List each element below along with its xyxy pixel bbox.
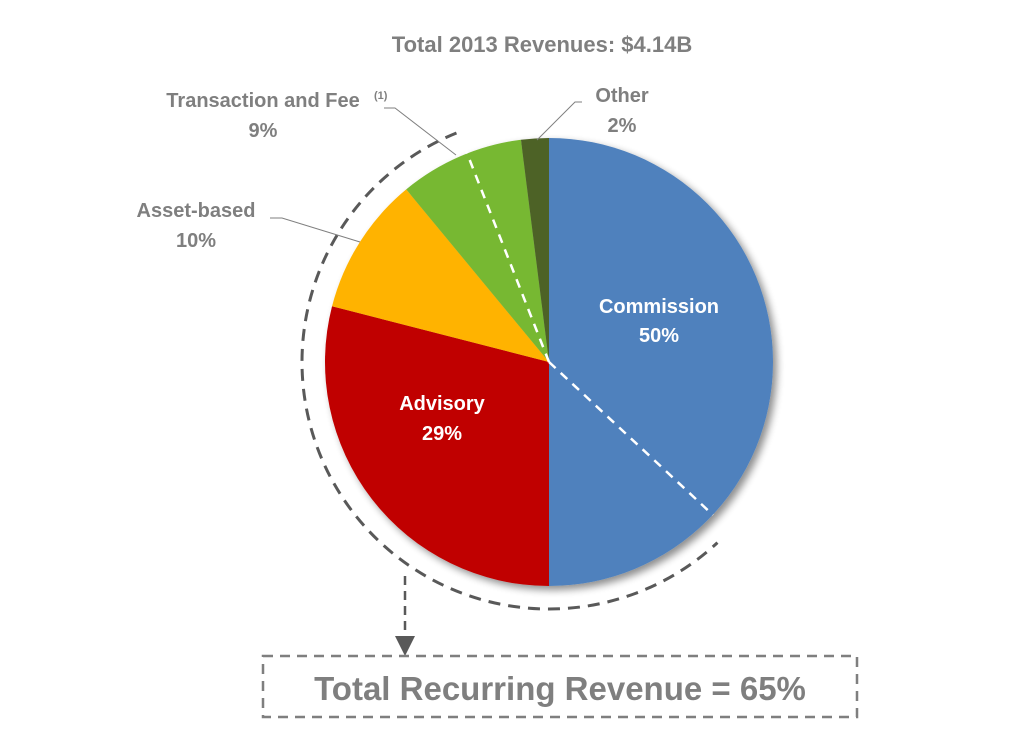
label-commission: Commission bbox=[599, 296, 719, 318]
pie-slices bbox=[325, 138, 773, 586]
recurring-divider-transaction bbox=[463, 147, 551, 363]
value-advisory: 29% bbox=[422, 423, 462, 445]
footnote-transaction: (1) bbox=[374, 90, 388, 102]
value-other: 2% bbox=[608, 115, 637, 137]
slice-commission bbox=[549, 138, 773, 586]
slice-other bbox=[520, 138, 549, 362]
annotation-box bbox=[261, 654, 859, 719]
recurring-divider-commission bbox=[548, 361, 714, 516]
annotation-text: Total Recurring Revenue = 65% bbox=[314, 670, 806, 707]
recurring-arc bbox=[300, 131, 719, 611]
leader-other bbox=[536, 101, 582, 141]
leader-transaction bbox=[384, 107, 457, 156]
value-transaction: 9% bbox=[249, 120, 278, 142]
slice-asset-based bbox=[332, 189, 549, 362]
slice-transaction-and-fee bbox=[406, 139, 549, 362]
label-transaction: Transaction and Fee bbox=[166, 90, 359, 112]
label-other: Other bbox=[595, 85, 649, 107]
leader-asset bbox=[270, 217, 361, 243]
slice-advisory bbox=[325, 306, 549, 586]
label-asset-based: Asset-based bbox=[137, 200, 256, 222]
value-commission: 50% bbox=[639, 325, 679, 347]
chart-title: Total 2013 Revenues: $4.14B bbox=[392, 32, 692, 57]
value-asset-based: 10% bbox=[176, 230, 216, 252]
label-advisory: Advisory bbox=[399, 393, 485, 415]
